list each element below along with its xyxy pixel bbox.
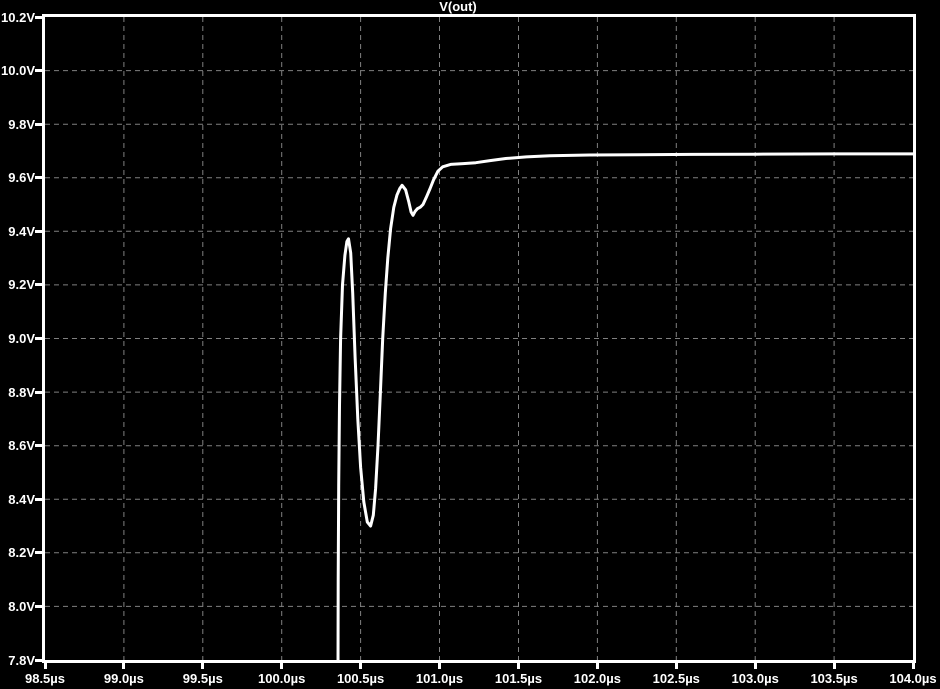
y-tick-label: 9.2V [8, 277, 35, 293]
y-tick-mark [35, 229, 43, 233]
x-tick-mark [911, 663, 915, 669]
trace-title[interactable]: V(out) [439, 0, 477, 14]
x-tick-label: 102.0µs [573, 671, 622, 686]
x-tick-label: 101.0µs [415, 671, 464, 686]
y-tick-label: 10.0V [1, 63, 35, 79]
x-tick-label: 98.5µs [24, 671, 66, 686]
y-tick-label: 9.6V [8, 170, 35, 186]
x-tick-mark [753, 663, 757, 669]
x-tick-mark [359, 663, 363, 669]
y-tick-mark [35, 604, 43, 608]
x-tick-label: 99.5µs [182, 671, 223, 686]
plot-canvas [45, 17, 913, 660]
y-tick-mark [35, 658, 43, 662]
waveform-trace[interactable] [336, 152, 913, 660]
x-tick-mark [517, 663, 520, 669]
x-tick-label: 103.5µs [810, 671, 858, 686]
x-tick-mark [832, 663, 836, 669]
y-tick-label: 8.2V [8, 545, 35, 561]
x-tick-mark [595, 663, 599, 669]
plot-area[interactable] [42, 14, 916, 663]
y-tick-label: 9.4V [8, 223, 35, 239]
x-tick-mark [43, 663, 47, 669]
y-tick-mark [35, 337, 43, 340]
y-tick-mark [35, 551, 43, 555]
y-tick-label: 10.2V [1, 9, 35, 25]
y-tick-label: 8.0V [8, 598, 35, 614]
x-tick-label: 104.0µs [889, 671, 937, 686]
x-tick-label: 100.0µs [258, 671, 306, 686]
y-tick-mark [35, 390, 43, 394]
x-tick-label: 99.0µs [103, 671, 144, 686]
y-tick-label: 8.6V [8, 438, 35, 454]
x-tick-mark [280, 663, 284, 669]
y-tick-mark [35, 69, 43, 73]
x-tick-mark [201, 663, 205, 669]
y-tick-label: 8.8V [8, 384, 35, 400]
y-tick-label: 9.8V [8, 116, 35, 132]
x-tick-mark [438, 663, 441, 669]
y-tick-label: 7.8V [8, 652, 35, 668]
y-tick-mark [35, 444, 43, 448]
y-tick-label: 8.4V [8, 491, 35, 507]
y-tick-mark [35, 122, 43, 126]
y-tick-label: 9.0V [8, 331, 35, 346]
x-tick-mark [122, 663, 126, 669]
x-tick-label: 100.5µs [336, 671, 385, 686]
x-tick-label: 101.5µs [494, 671, 543, 686]
x-tick-mark [674, 663, 678, 669]
y-tick-mark [35, 15, 43, 19]
y-tick-mark [35, 497, 43, 501]
x-tick-label: 103.0µs [731, 671, 779, 686]
y-tick-mark [35, 283, 43, 287]
x-tick-label: 102.5µs [652, 671, 700, 686]
y-tick-mark [35, 176, 43, 180]
